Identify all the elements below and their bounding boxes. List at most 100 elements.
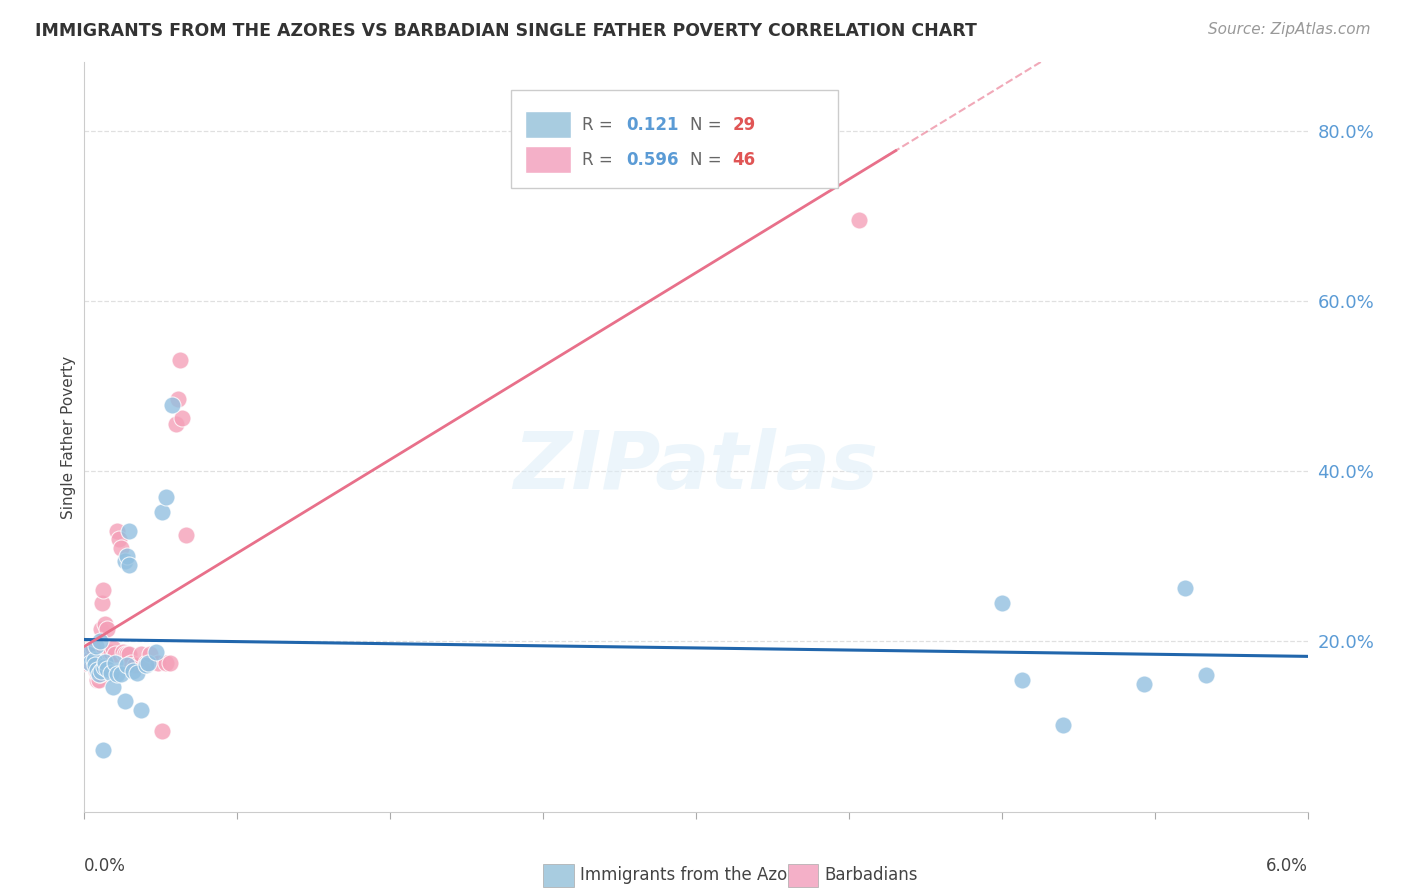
Point: [118, 524, 141, 538]
Point: [83, 656, 105, 670]
Point: [138, 647, 160, 661]
Point: [86, 673, 108, 687]
Text: 29: 29: [733, 116, 756, 134]
Text: IMMIGRANTS FROM THE AZORES VS BARBADIAN SINGLE FATHER POVERTY CORRELATION CHART: IMMIGRANTS FROM THE AZORES VS BARBADIAN …: [35, 22, 977, 40]
Point: [150, 723, 173, 738]
Bar: [787, 864, 818, 887]
Point: [991, 596, 1014, 610]
Point: [155, 490, 177, 504]
Point: [167, 392, 190, 406]
Point: [160, 398, 183, 412]
Point: [93, 617, 117, 632]
Point: [114, 647, 136, 661]
Point: [145, 645, 167, 659]
Point: [120, 656, 142, 670]
Point: [77, 647, 100, 661]
Point: [159, 656, 181, 670]
Point: [124, 658, 146, 673]
Text: Barbadians: Barbadians: [824, 866, 918, 884]
Point: [80, 651, 103, 665]
Point: [114, 694, 136, 708]
Point: [135, 658, 157, 673]
Point: [131, 702, 153, 716]
Point: [90, 664, 112, 678]
Point: [86, 663, 108, 677]
Point: [848, 213, 870, 227]
Point: [93, 660, 115, 674]
Point: [100, 665, 122, 680]
Point: [108, 533, 131, 547]
Point: [86, 668, 108, 682]
Point: [1052, 718, 1074, 732]
Point: [104, 647, 127, 661]
Point: [115, 549, 138, 564]
Point: [155, 656, 177, 670]
Point: [136, 656, 159, 670]
Point: [1133, 677, 1156, 691]
Point: [79, 656, 101, 670]
Point: [176, 528, 198, 542]
Point: [83, 653, 105, 667]
Text: Source: ZipAtlas.com: Source: ZipAtlas.com: [1208, 22, 1371, 37]
Point: [104, 656, 127, 670]
Point: [90, 596, 112, 610]
Point: [77, 645, 100, 659]
Text: 0.121: 0.121: [626, 116, 679, 134]
Text: Immigrants from the Azores: Immigrants from the Azores: [579, 866, 813, 884]
Point: [114, 553, 136, 567]
Point: [127, 665, 149, 680]
Point: [75, 656, 97, 670]
Point: [89, 666, 111, 681]
Point: [89, 634, 111, 648]
Text: R =: R =: [582, 151, 619, 169]
Point: [150, 505, 173, 519]
Text: 0.596: 0.596: [626, 151, 679, 169]
Point: [110, 666, 132, 681]
Point: [122, 664, 145, 678]
Point: [115, 658, 138, 673]
Point: [76, 651, 98, 665]
Point: [105, 524, 128, 538]
Text: N =: N =: [690, 116, 727, 134]
Point: [1174, 581, 1197, 595]
Point: [79, 647, 101, 661]
Bar: [543, 864, 574, 887]
Point: [165, 417, 187, 432]
Bar: [524, 112, 571, 138]
Point: [82, 641, 104, 656]
Point: [91, 583, 114, 598]
Point: [118, 647, 141, 661]
Point: [112, 645, 135, 659]
Point: [101, 680, 124, 694]
Point: [87, 666, 110, 681]
Point: [90, 622, 112, 636]
Point: [96, 662, 118, 676]
Point: [101, 641, 124, 656]
Point: [91, 742, 114, 756]
Point: [79, 656, 101, 670]
Point: [146, 656, 169, 670]
Point: [83, 658, 105, 673]
Text: N =: N =: [690, 151, 727, 169]
Point: [131, 647, 153, 661]
Point: [110, 541, 132, 555]
Point: [100, 645, 122, 659]
Bar: [524, 146, 571, 173]
Point: [135, 656, 157, 670]
Point: [93, 655, 117, 669]
Text: 6.0%: 6.0%: [1265, 856, 1308, 875]
Point: [172, 411, 194, 425]
Text: 0.0%: 0.0%: [84, 856, 127, 875]
Point: [87, 673, 110, 687]
Point: [96, 622, 118, 636]
Point: [84, 664, 107, 678]
Text: R =: R =: [582, 116, 619, 134]
Point: [84, 639, 107, 653]
Point: [115, 647, 138, 661]
Point: [83, 658, 105, 673]
Point: [105, 666, 128, 681]
FancyBboxPatch shape: [512, 90, 838, 188]
Point: [169, 353, 191, 368]
Point: [97, 645, 120, 659]
Y-axis label: Single Father Poverty: Single Father Poverty: [60, 356, 76, 518]
